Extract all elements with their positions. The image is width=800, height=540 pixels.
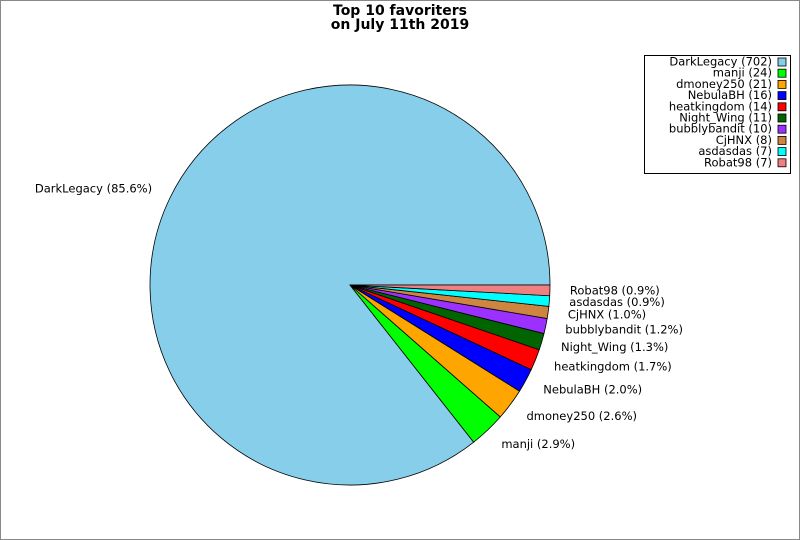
- legend-label: manji (24): [713, 66, 772, 80]
- legend-swatch: [777, 124, 787, 134]
- legend-swatch: [777, 158, 787, 168]
- legend-swatch: [777, 57, 787, 67]
- legend-label: asdasdas (7): [698, 144, 772, 158]
- legend-box: [644, 55, 791, 174]
- slice-label: Night_Wing (1.3%): [561, 340, 668, 354]
- legend-swatch: [777, 68, 787, 78]
- legend-label: NebulaBH (16): [688, 88, 772, 102]
- legend-label: CjHNX (8): [716, 133, 772, 147]
- slice-label: Robat98 (0.9%): [570, 283, 660, 297]
- slice-label: dmoney250 (2.6%): [526, 409, 637, 423]
- slice-label: manji (2.9%): [501, 437, 575, 451]
- slice-label: DarkLegacy (85.6%): [35, 181, 152, 195]
- slice-label: bubblybandit (1.2%): [565, 323, 683, 337]
- legend-label: Robat98 (7): [704, 155, 772, 169]
- legend-label: Night_Wing (11): [679, 111, 772, 125]
- legend-label: DarkLegacy (702): [669, 55, 772, 69]
- legend-label: dmoney250 (21): [676, 77, 772, 91]
- slice-label: asdasdas (0.9%): [569, 295, 665, 309]
- legend-swatch: [777, 102, 787, 112]
- legend-swatch: [777, 135, 787, 145]
- legend-label: bubblybandit (10): [669, 122, 772, 136]
- slice-label: CjHNX (1.0%): [568, 308, 646, 322]
- slice-label: NebulaBH (2.0%): [543, 383, 642, 397]
- legend-swatch: [777, 113, 787, 123]
- chart-title: Top 10 favoriters: [333, 3, 467, 19]
- chart-title: on July 11th 2019: [331, 17, 469, 33]
- slice-label: heatkingdom (1.7%): [554, 360, 672, 374]
- pie-slice: [349, 284, 551, 297]
- legend-swatch: [777, 91, 787, 100]
- legend-label: heatkingdom (14): [669, 99, 772, 113]
- legend-swatch: [777, 147, 787, 157]
- legend-swatch: [777, 80, 787, 89]
